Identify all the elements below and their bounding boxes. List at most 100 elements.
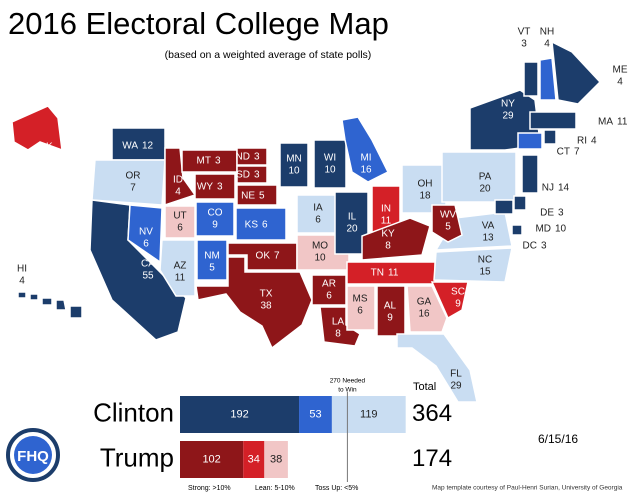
state-votes: 6 — [177, 223, 183, 234]
state — [195, 201, 235, 237]
state-votes: 7 — [274, 251, 280, 262]
summary: Clinton 192 53 119 364 Trump 102 34 38 174 Total 27… — [93, 378, 452, 492]
state-abbr: MA — [598, 117, 613, 128]
state-abbr: GA — [417, 297, 432, 308]
state-votes: 55 — [142, 271, 154, 282]
state — [521, 154, 539, 194]
state-votes: 29 — [502, 111, 514, 122]
state-abbr: MN — [286, 154, 302, 165]
state — [279, 142, 309, 188]
seat-label: 119 — [360, 408, 378, 420]
state — [29, 293, 39, 301]
state — [523, 61, 539, 97]
state — [17, 291, 27, 299]
state-votes: 7 — [130, 183, 136, 194]
state-abbr: WI — [324, 153, 336, 164]
state-abbr: OR — [126, 171, 141, 182]
state-votes: 9 — [455, 299, 461, 310]
state-abbr: NH — [540, 27, 554, 38]
state-votes: 5 — [445, 222, 451, 233]
state-votes: 10 — [555, 224, 567, 235]
seat-bar — [243, 441, 265, 478]
state-votes: 10 — [288, 166, 300, 177]
state-votes: 13 — [482, 233, 494, 244]
state — [195, 256, 313, 350]
state-votes: 6 — [143, 239, 149, 250]
seat-label: 102 — [202, 453, 220, 465]
state — [430, 281, 469, 320]
state-votes: 14 — [558, 183, 570, 194]
state-abbr: WA — [122, 141, 138, 152]
seat-label: 53 — [309, 408, 321, 420]
state — [313, 139, 347, 189]
seat-label: 34 — [248, 453, 260, 465]
state-votes: 10 — [314, 253, 326, 264]
total: 364 — [412, 400, 452, 427]
state — [511, 224, 523, 236]
state-votes: 16 — [418, 309, 430, 320]
state — [91, 159, 166, 206]
state-votes: 11 — [617, 117, 628, 128]
state-votes: 5 — [209, 263, 215, 274]
state-votes: 12 — [142, 141, 154, 152]
state-votes: 3 — [558, 208, 564, 219]
state-abbr: DE — [540, 208, 554, 219]
state-votes: 29 — [450, 381, 462, 392]
state — [433, 247, 513, 283]
state — [513, 195, 527, 211]
seat-bar — [299, 396, 332, 433]
seat-label: 38 — [270, 453, 282, 465]
state-votes: 20 — [346, 224, 358, 235]
state — [236, 184, 278, 206]
state — [164, 147, 197, 207]
state — [236, 165, 268, 184]
state-abbr: TN — [371, 268, 384, 279]
state — [159, 239, 196, 297]
state-votes: 4 — [175, 187, 181, 198]
threshold-label: to Win — [338, 387, 357, 394]
seat-bar — [180, 396, 300, 433]
state-abbr: HI — [17, 264, 27, 275]
state-abbr: DC — [523, 241, 537, 252]
date: 6/15/16 — [538, 432, 578, 446]
state-votes: 4 — [617, 77, 623, 88]
seat-bar — [331, 396, 406, 433]
state-abbr: IN — [381, 204, 391, 215]
state — [341, 116, 390, 183]
state — [235, 207, 287, 241]
state-abbr: MS — [353, 294, 368, 305]
logo-disc — [14, 436, 52, 474]
state-votes: 20 — [479, 184, 491, 195]
state-abbr: ID — [173, 175, 183, 186]
state-abbr: TX — [260, 289, 273, 300]
state-votes: 15 — [479, 267, 491, 278]
state-votes: 9 — [212, 220, 218, 231]
state-votes: 16 — [360, 165, 372, 176]
logo: FHQ — [17, 448, 49, 465]
seat-bar — [180, 441, 244, 478]
state-abbr: RI — [577, 136, 587, 147]
state-abbr: CO — [208, 208, 223, 219]
state-abbr: CA — [141, 259, 155, 270]
state-votes: 8 — [335, 329, 341, 340]
state — [194, 173, 236, 200]
state-abbr: AL — [384, 301, 397, 312]
state-abbr: MO — [312, 241, 328, 252]
state — [539, 57, 557, 101]
state — [111, 127, 166, 161]
state-abbr: AR — [322, 279, 336, 290]
subtitle: (based on a weighted average of state po… — [165, 49, 372, 61]
state-votes: 4 — [591, 136, 597, 147]
state — [406, 285, 448, 333]
state — [164, 205, 196, 239]
state-abbr: VT — [518, 27, 531, 38]
threshold-label: 270 Needed — [330, 378, 366, 385]
state-abbr: FL — [450, 369, 462, 380]
state-abbr: MT — [197, 156, 211, 167]
state-abbr: LA — [332, 317, 345, 328]
state-votes: 11 — [388, 268, 399, 279]
credit: Map template courtesy of Paul-Henri Suri… — [432, 485, 623, 492]
